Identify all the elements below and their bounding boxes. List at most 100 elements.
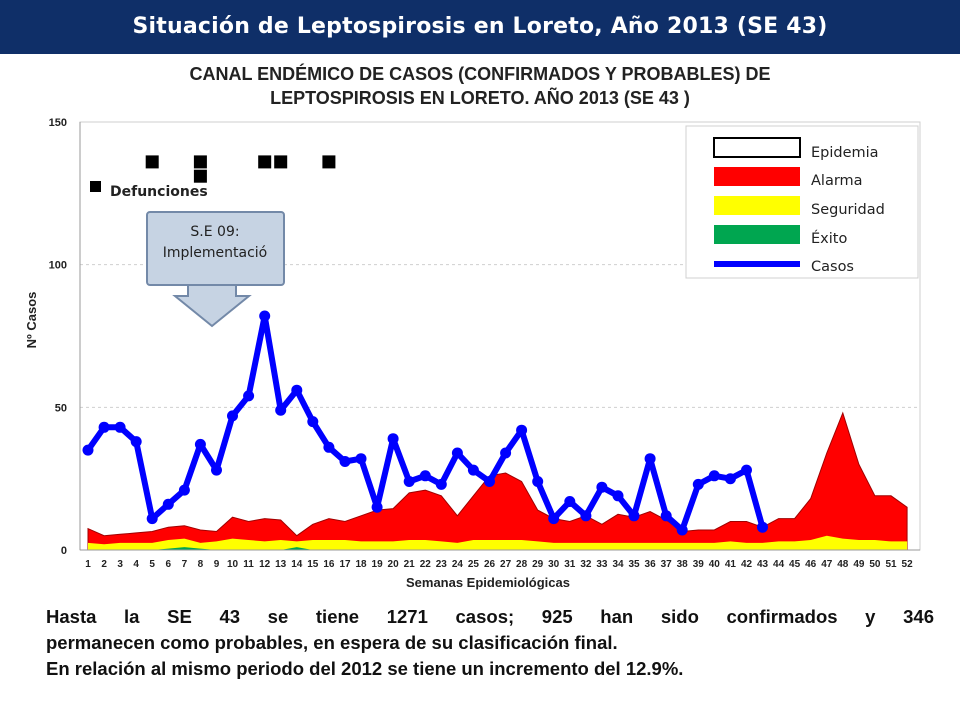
annotation-box — [146, 211, 285, 286]
casos-point-se-6 — [162, 498, 174, 510]
defuncion-marker-3 — [193, 169, 207, 183]
chart-title-line-2: LEPTOSPIROSIS EN LORETO. AÑO 2013 (SE 43… — [270, 88, 690, 108]
legend-label-alarma: Alarma — [811, 173, 863, 189]
casos-point-se-17 — [339, 456, 351, 467]
casos-point-se-31 — [564, 496, 576, 507]
summary-line-2: permanecen como probables, en espera de … — [46, 632, 618, 653]
casos-point-se-40 — [708, 470, 720, 482]
x-tick-6: 6 — [166, 559, 172, 570]
x-tick-2: 2 — [101, 559, 107, 570]
casos-point-se-20 — [387, 433, 399, 445]
casos-point-se-37 — [660, 510, 672, 522]
casos-point-se-23 — [435, 478, 447, 490]
x-tick-39: 39 — [693, 559, 705, 570]
x-tick-28: 28 — [516, 559, 528, 570]
x-tick-14: 14 — [291, 559, 303, 570]
x-tick-3: 3 — [117, 559, 123, 570]
casos-point-se-38 — [676, 524, 688, 536]
y-tick-labels: 0 50 100 150 — [49, 117, 67, 557]
x-tick-25: 25 — [468, 559, 480, 570]
x-tick-9: 9 — [214, 559, 220, 570]
x-tick-7: 7 — [182, 559, 188, 570]
casos-point-se-33 — [596, 481, 608, 493]
casos-point-se-30 — [548, 513, 560, 525]
casos-point-se-5 — [146, 513, 158, 525]
area-seguridad — [88, 535, 908, 550]
legend-label-casos: Casos — [811, 259, 854, 275]
legend-swatch-exito — [714, 225, 800, 244]
casos-point-se-39 — [692, 478, 704, 490]
chart-title-line-1: CANAL ENDÉMICO DE CASOS (CONFIRMADOS Y P… — [189, 64, 771, 84]
y-tick-150: 150 — [49, 117, 67, 129]
x-tick-12: 12 — [259, 559, 271, 570]
area-exito — [88, 547, 908, 550]
casos-point-se-8 — [194, 438, 206, 450]
x-tick-34: 34 — [612, 559, 624, 570]
y-tick-50: 50 — [55, 402, 67, 414]
casos-point-se-19 — [371, 501, 383, 513]
casos-point-se-32 — [580, 510, 592, 522]
x-tick-51: 51 — [885, 559, 897, 570]
casos-point-se-27 — [500, 447, 512, 459]
area-alarma — [87, 411, 908, 551]
x-tick-16: 16 — [323, 559, 335, 570]
x-tick-1: 1 — [85, 559, 91, 570]
x-tick-44: 44 — [773, 559, 785, 570]
casos-point-se-2 — [98, 421, 110, 433]
defunciones-legend-marker — [90, 181, 101, 192]
casos-point-se-13 — [275, 404, 287, 416]
summary-line-1: Hasta la SE 43 se tiene 1271 casos; 925 … — [46, 606, 934, 627]
axes — [79, 121, 921, 551]
casos-point-se-18 — [355, 453, 367, 465]
casos-point-se-10 — [227, 410, 238, 422]
x-tick-41: 41 — [725, 559, 737, 570]
x-tick-47: 47 — [821, 559, 833, 570]
x-tick-35: 35 — [628, 559, 640, 570]
legend-label-seguridad: Seguridad — [811, 202, 885, 218]
x-tick-4: 4 — [133, 559, 139, 570]
x-tick-23: 23 — [436, 559, 448, 570]
legend-label-epidemia: Epidemia — [811, 145, 879, 161]
x-tick-38: 38 — [677, 559, 689, 570]
defuncion-marker-1 — [145, 155, 159, 169]
casos-point-se-14 — [291, 384, 303, 396]
casos-point-se-43 — [757, 521, 768, 533]
legend-swatch-alarma — [714, 167, 800, 186]
summary-line-3: En relación al mismo periodo del 2012 se… — [46, 658, 684, 679]
casos-point-se-34 — [612, 490, 624, 502]
x-tick-5: 5 — [149, 559, 155, 570]
x-tick-19: 19 — [372, 559, 384, 570]
annotation-callout: S.E 09: Implementació — [146, 211, 285, 328]
defuncion-marker-4 — [258, 155, 272, 169]
x-tick-17: 17 — [339, 559, 351, 570]
defuncion-marker-2 — [193, 155, 207, 169]
defunciones-legend: Defunciones — [90, 181, 208, 200]
legend-swatch-seguridad — [714, 196, 800, 215]
x-tick-18: 18 — [355, 559, 367, 570]
casos-point-se-25 — [467, 464, 479, 476]
casos-point-se-21 — [403, 476, 415, 487]
y-tick-100: 100 — [49, 260, 67, 272]
casos-point-se-35 — [628, 510, 640, 522]
casos-point-se-36 — [644, 453, 656, 465]
x-tick-50: 50 — [869, 559, 881, 570]
legend: Epidemia Alarma Seguridad Éxito Casos — [685, 125, 919, 279]
casos-point-se-15 — [307, 416, 319, 428]
casos-point-se-7 — [178, 484, 190, 496]
x-axis-label: Semanas Epidemiológicas — [406, 575, 570, 590]
legend-label-exito: Éxito — [811, 230, 847, 247]
y-axis-label: Nº Casos — [24, 292, 39, 349]
casos-point-se-28 — [516, 424, 528, 436]
x-tick-45: 45 — [789, 559, 801, 570]
casos-point-se-41 — [724, 473, 736, 485]
x-tick-26: 26 — [484, 559, 496, 570]
x-tick-21: 21 — [404, 559, 416, 570]
x-tick-29: 29 — [532, 559, 544, 570]
x-tick-37: 37 — [661, 559, 673, 570]
casos-line-group — [82, 310, 768, 536]
casos-point-se-29 — [532, 476, 544, 487]
legend-swatch-epidemia — [713, 137, 801, 158]
x-tick-48: 48 — [837, 559, 849, 570]
x-tick-36: 36 — [645, 559, 657, 570]
